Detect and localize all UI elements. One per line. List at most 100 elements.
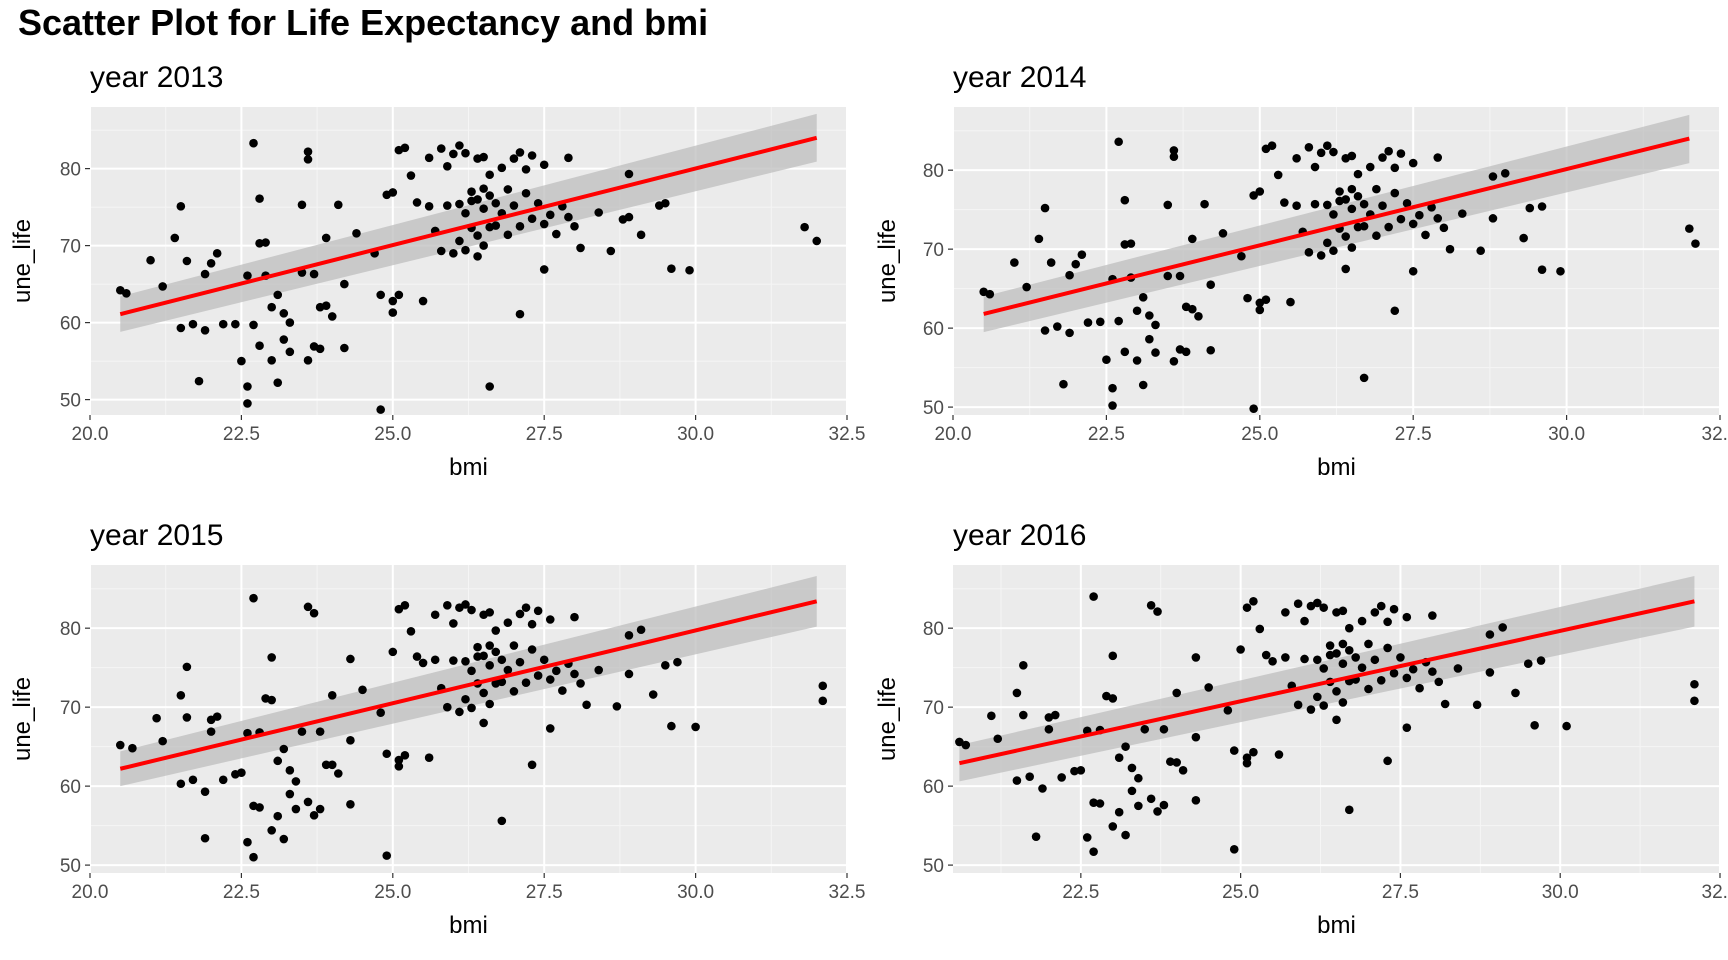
data-point — [515, 148, 525, 157]
data-point — [273, 290, 283, 300]
data-point — [1249, 404, 1258, 413]
data-point — [243, 728, 252, 738]
data-point — [249, 138, 258, 148]
data-point — [1376, 601, 1386, 611]
data-point — [661, 198, 670, 208]
x-tick-label: 20.0 — [72, 424, 109, 445]
data-point — [1134, 801, 1143, 811]
data-point — [467, 666, 476, 676]
data-point — [1089, 798, 1098, 808]
data-point — [612, 702, 622, 711]
data-point — [1095, 799, 1105, 808]
data-point — [388, 296, 398, 306]
data-point — [333, 769, 343, 778]
data-point — [303, 797, 313, 807]
data-point — [1191, 796, 1201, 805]
data-point — [1236, 645, 1245, 654]
data-point — [1153, 607, 1162, 616]
data-point — [993, 734, 1003, 744]
panel-title: year 2016 — [953, 519, 1086, 552]
data-point — [449, 149, 458, 159]
data-point — [1188, 234, 1197, 244]
data-point — [1281, 653, 1290, 662]
data-point — [212, 712, 222, 721]
data-point — [1378, 201, 1387, 211]
data-point — [1083, 318, 1093, 327]
data-point — [1322, 200, 1332, 210]
data-point — [1242, 758, 1252, 768]
data-point — [527, 214, 537, 223]
data-point — [436, 144, 446, 153]
data-point — [1108, 822, 1118, 831]
data-point — [1408, 266, 1418, 276]
data-point — [237, 768, 246, 778]
data-point — [303, 602, 313, 612]
x-axis-label: bmi — [449, 912, 488, 939]
data-point — [182, 256, 192, 266]
data-point — [1249, 747, 1258, 757]
data-point — [291, 804, 301, 814]
data-point — [394, 762, 404, 771]
data-point — [1108, 694, 1118, 703]
data-point — [170, 233, 180, 243]
data-point — [400, 143, 410, 153]
data-point — [1341, 232, 1351, 241]
data-point — [1082, 833, 1092, 842]
data-point — [297, 200, 307, 210]
data-point — [527, 151, 537, 160]
data-point — [1415, 210, 1424, 220]
data-point — [461, 657, 470, 666]
data-point — [206, 727, 216, 736]
data-point — [1108, 383, 1117, 393]
data-point — [1218, 229, 1228, 238]
data-point — [1188, 304, 1197, 314]
data-point — [1389, 604, 1399, 614]
data-point — [1134, 773, 1143, 783]
data-point — [1243, 293, 1252, 303]
data-point — [985, 289, 995, 299]
data-point — [1384, 222, 1393, 232]
data-point — [1121, 742, 1130, 751]
data-point — [249, 320, 258, 330]
data-point — [691, 722, 700, 732]
data-point — [188, 319, 198, 329]
data-point — [461, 694, 470, 704]
y-tick-label: 80 — [923, 161, 944, 182]
data-point — [1255, 187, 1265, 196]
data-point — [1332, 649, 1341, 658]
confidence-band — [120, 113, 817, 332]
data-point — [1166, 757, 1175, 766]
data-point — [1396, 214, 1406, 224]
data-point — [1273, 170, 1283, 180]
data-point — [406, 171, 416, 180]
y-tick-label: 70 — [60, 698, 81, 719]
data-point — [243, 837, 252, 847]
data-point — [1396, 149, 1406, 158]
data-point — [249, 852, 258, 862]
data-point — [315, 804, 325, 814]
data-point — [1114, 807, 1124, 817]
data-point — [1019, 710, 1028, 720]
data-point — [545, 210, 555, 220]
data-point — [443, 600, 452, 610]
data-point — [1138, 293, 1148, 302]
data-point — [1332, 687, 1341, 696]
data-point — [1153, 807, 1162, 816]
data-point — [961, 740, 971, 750]
data-point — [1344, 645, 1354, 655]
data-point — [1457, 209, 1467, 218]
data-point — [1223, 706, 1233, 715]
data-point — [1163, 200, 1173, 210]
data-point — [218, 775, 228, 785]
data-point — [473, 252, 482, 261]
data-point — [1121, 830, 1130, 840]
data-point — [176, 691, 186, 700]
data-point — [461, 148, 470, 158]
panel-4: 22.5 25.0 27.5 30.0 32.5 50 60 70 80 year 2016 bmi… — [874, 519, 1728, 939]
data-point — [1151, 320, 1160, 330]
x-tick-label: 25.0 — [1222, 882, 1259, 903]
data-point — [1169, 146, 1179, 155]
data-point — [388, 647, 398, 657]
data-point — [206, 259, 216, 268]
data-point — [1040, 203, 1050, 213]
